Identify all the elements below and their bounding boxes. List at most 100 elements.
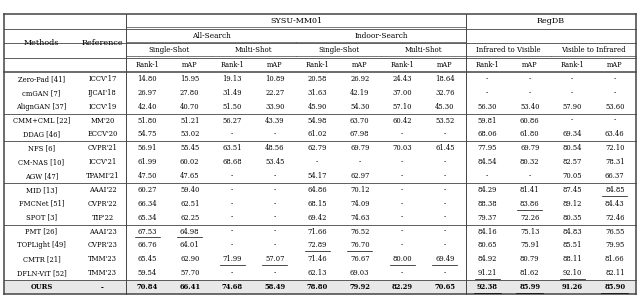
Text: -: -: [401, 241, 403, 249]
Text: 61.45: 61.45: [435, 144, 454, 152]
Text: AlignGAN [37]: AlignGAN [37]: [16, 103, 67, 111]
Text: 53.60: 53.60: [605, 103, 625, 111]
Text: Reference: Reference: [82, 39, 124, 47]
Text: 68.68: 68.68: [223, 158, 242, 166]
Text: 24.43: 24.43: [392, 75, 412, 83]
Text: Rank-1: Rank-1: [476, 61, 499, 69]
Text: ICCV'19: ICCV'19: [88, 103, 116, 111]
Text: -: -: [231, 269, 234, 277]
Text: -: -: [571, 89, 573, 97]
Text: -: -: [101, 283, 104, 291]
Text: 80.54: 80.54: [563, 144, 582, 152]
Text: 62.97: 62.97: [350, 172, 369, 180]
Text: -: -: [571, 75, 573, 83]
Text: 62.90: 62.90: [180, 255, 200, 263]
Text: 76.67: 76.67: [350, 255, 369, 263]
Text: 82.11: 82.11: [605, 269, 625, 277]
Text: 72.26: 72.26: [520, 214, 540, 222]
Text: 84.43: 84.43: [605, 200, 625, 208]
Text: SPOT [3]: SPOT [3]: [26, 214, 57, 222]
Text: 69.49: 69.49: [435, 255, 454, 263]
Text: -: -: [231, 200, 234, 208]
Text: 10.89: 10.89: [265, 75, 285, 83]
Text: 81.41: 81.41: [520, 186, 540, 194]
Text: Zero-Pad [41]: Zero-Pad [41]: [18, 75, 65, 83]
Text: 66.76: 66.76: [138, 241, 157, 249]
Text: -: -: [529, 172, 531, 180]
Text: 70.84: 70.84: [136, 283, 158, 291]
Text: 79.92: 79.92: [349, 283, 370, 291]
Text: 33.90: 33.90: [265, 103, 285, 111]
Text: 70.03: 70.03: [392, 144, 412, 152]
Text: -: -: [401, 269, 403, 277]
Text: -: -: [358, 158, 361, 166]
Text: 56.30: 56.30: [477, 103, 497, 111]
Text: RegDB: RegDB: [537, 17, 565, 25]
Text: -: -: [231, 228, 234, 236]
Text: -: -: [401, 130, 403, 138]
Text: 76.55: 76.55: [605, 228, 625, 236]
Text: 57.90: 57.90: [563, 103, 582, 111]
Text: Single-Shot: Single-Shot: [318, 46, 359, 54]
Text: 54.17: 54.17: [307, 172, 327, 180]
Text: -: -: [444, 186, 446, 194]
Text: 84.16: 84.16: [477, 228, 497, 236]
Text: 64.01: 64.01: [180, 241, 200, 249]
Text: 76.70: 76.70: [350, 241, 369, 249]
Text: IJCAI'18: IJCAI'18: [88, 89, 117, 97]
Text: Rank-1: Rank-1: [561, 61, 584, 69]
Text: 83.86: 83.86: [520, 200, 540, 208]
Text: 84.54: 84.54: [477, 158, 497, 166]
Text: 70.05: 70.05: [563, 172, 582, 180]
Text: 71.46: 71.46: [307, 255, 327, 263]
Text: -: -: [571, 116, 573, 124]
Text: mAP: mAP: [522, 61, 538, 69]
Text: 61.99: 61.99: [138, 158, 157, 166]
Text: 18.64: 18.64: [435, 75, 454, 83]
Text: 47.50: 47.50: [138, 172, 157, 180]
Text: 53.52: 53.52: [435, 116, 454, 124]
Text: 67.53: 67.53: [138, 228, 157, 236]
Text: CMTR [21]: CMTR [21]: [22, 255, 60, 263]
Text: 65.45: 65.45: [138, 255, 157, 263]
Text: -: -: [444, 130, 446, 138]
Text: 80.65: 80.65: [477, 241, 497, 249]
Text: 68.06: 68.06: [477, 130, 497, 138]
Text: -: -: [401, 214, 403, 222]
Text: 80.32: 80.32: [520, 158, 540, 166]
Text: 60.86: 60.86: [520, 116, 540, 124]
Text: 81.66: 81.66: [605, 255, 625, 263]
Text: 14.80: 14.80: [138, 75, 157, 83]
Text: DFLN-ViT [52]: DFLN-ViT [52]: [17, 269, 67, 277]
Bar: [4, 280, 636, 294]
Text: -: -: [529, 75, 531, 83]
Text: NFS [6]: NFS [6]: [28, 144, 55, 152]
Text: 26.97: 26.97: [138, 89, 157, 97]
Text: 63.70: 63.70: [350, 116, 369, 124]
Text: CVPR'22: CVPR'22: [88, 200, 117, 208]
Text: 56.91: 56.91: [138, 144, 157, 152]
Text: Infrared to Visible: Infrared to Visible: [476, 46, 541, 54]
Text: 59.81: 59.81: [477, 116, 497, 124]
Text: All-Search: All-Search: [191, 32, 230, 40]
Text: 75.91: 75.91: [520, 241, 540, 249]
Text: 84.83: 84.83: [563, 228, 582, 236]
Text: -: -: [231, 214, 234, 222]
Text: AGW [47]: AGW [47]: [25, 172, 58, 180]
Text: -: -: [614, 116, 616, 124]
Text: 56.27: 56.27: [223, 116, 242, 124]
Text: 53.40: 53.40: [520, 103, 540, 111]
Text: 78.31: 78.31: [605, 158, 625, 166]
Text: 75.13: 75.13: [520, 228, 540, 236]
Text: 26.92: 26.92: [350, 75, 369, 83]
Text: 88.11: 88.11: [563, 255, 582, 263]
Text: 54.98: 54.98: [308, 116, 327, 124]
Text: 43.39: 43.39: [265, 116, 285, 124]
Text: 80.00: 80.00: [392, 255, 412, 263]
Text: Rank-1: Rank-1: [305, 61, 329, 69]
Text: 60.42: 60.42: [392, 116, 412, 124]
Text: 69.79: 69.79: [350, 144, 369, 152]
Text: 62.51: 62.51: [180, 200, 200, 208]
Text: 27.80: 27.80: [180, 89, 200, 97]
Text: cmGAN [7]: cmGAN [7]: [22, 89, 61, 97]
